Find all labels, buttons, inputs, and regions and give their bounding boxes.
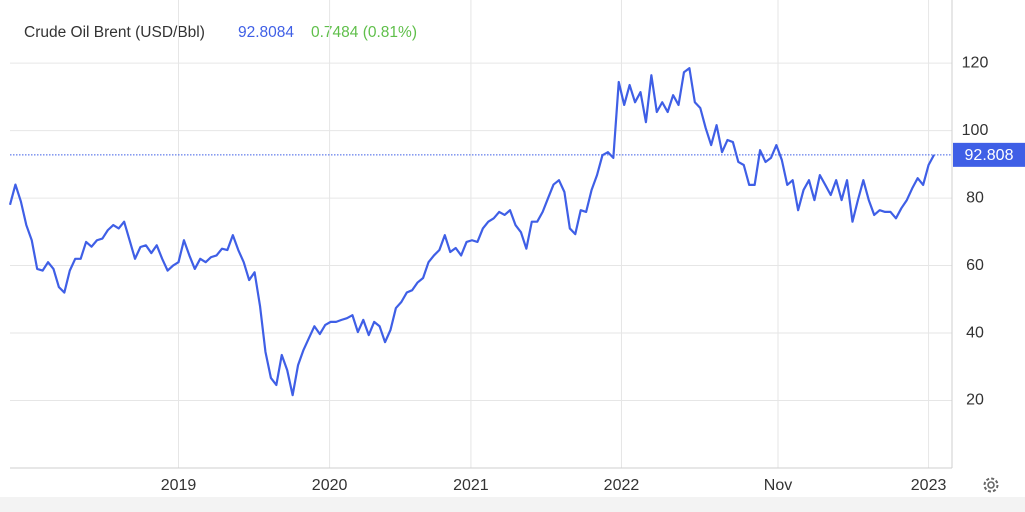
price: 92.8084: [238, 24, 294, 41]
y-tick-label: 100: [962, 122, 989, 139]
y-tick-label: 60: [966, 257, 984, 274]
price-line: [8, 67, 935, 397]
x-tick-label: 2022: [604, 477, 640, 494]
last-price-box: [953, 142, 1025, 167]
y-tick-label: 40: [966, 324, 984, 341]
last-price-label: 92.808: [965, 147, 1014, 164]
change: 0.7484 (0.81%): [311, 24, 417, 41]
y-tick-label: 20: [966, 392, 984, 409]
settings-icon[interactable]: [983, 477, 999, 493]
x-tick-label: 2021: [453, 477, 489, 494]
x-tick-label: 2023: [911, 477, 947, 494]
chart-title: Crude Oil Brent (USD/Bbl): [24, 24, 205, 41]
x-tick-label: 2020: [312, 477, 348, 494]
x-tick-label: Nov: [764, 477, 792, 494]
x-tick-label: 2019: [161, 477, 197, 494]
y-tick-label: 120: [962, 54, 989, 71]
y-tick-label: 80: [966, 189, 984, 206]
footer-strip: [0, 497, 1025, 512]
